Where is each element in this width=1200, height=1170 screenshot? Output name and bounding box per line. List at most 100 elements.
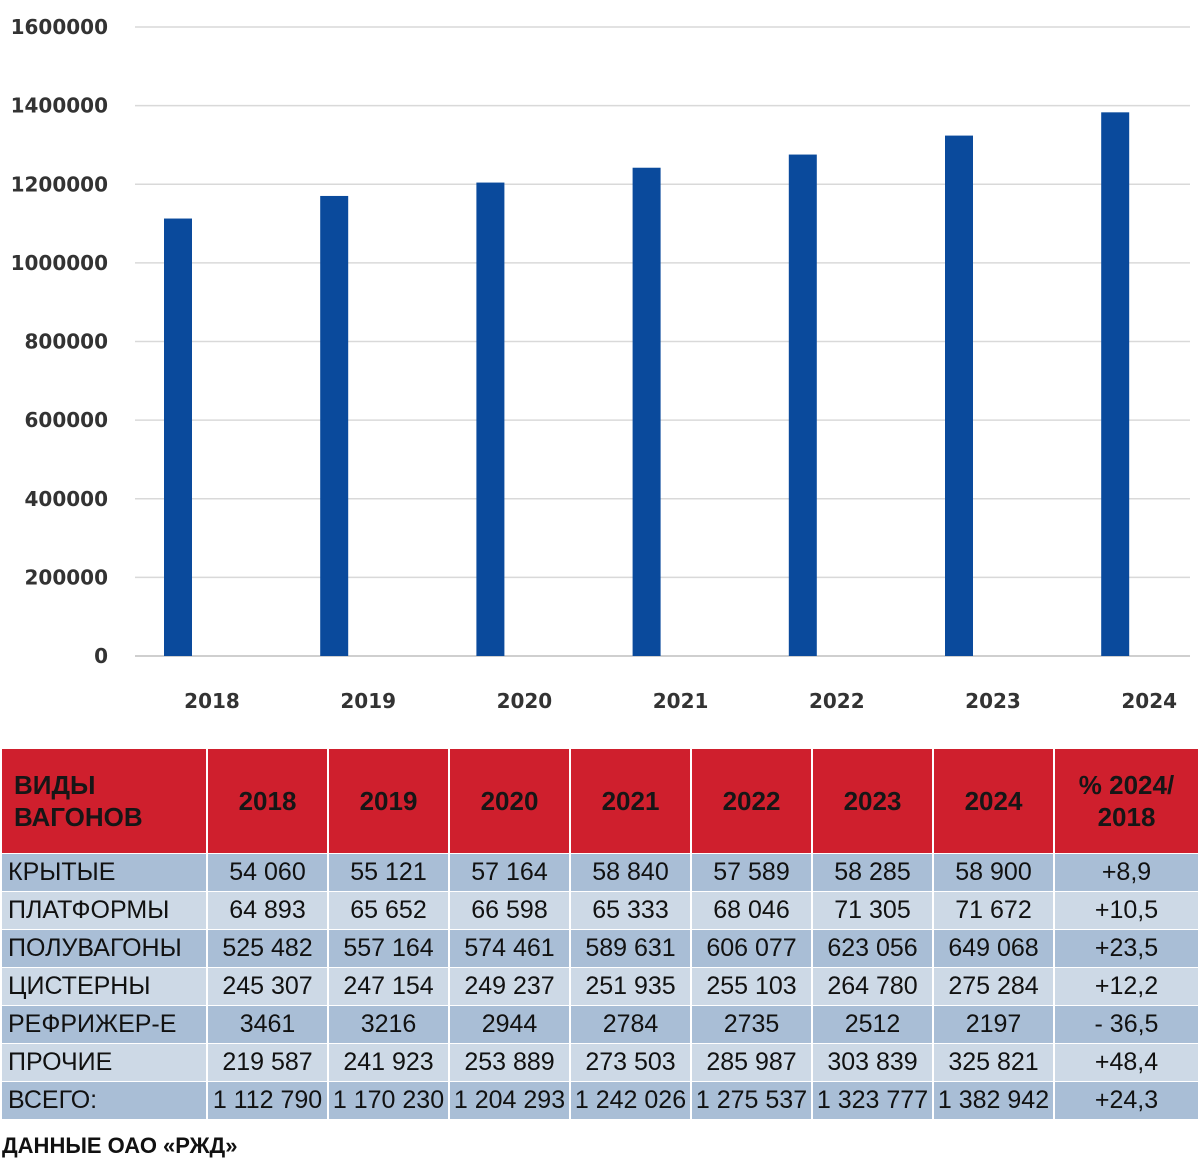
value-cell: 1 242 026 <box>570 1081 692 1119</box>
value-cell: 574 461 <box>449 929 571 968</box>
table-row: ВСЕГО: 1 112 790 1 170 230 1 204 293 1 242 0… <box>2 1081 1198 1119</box>
bar-2019 <box>320 195 349 656</box>
header-2019: 2019 <box>328 749 450 854</box>
value-cell: 1 204 293 <box>449 1081 571 1119</box>
table-row: РЕФРИЖЕР-Е 3461 3216 2944 2784 2735 2512 2197- … <box>2 1005 1198 1044</box>
value-cell: 1 112 790 <box>207 1081 329 1119</box>
value-cell: 66 598 <box>449 891 571 930</box>
y-tick-label: 1600000 <box>11 15 108 39</box>
header-2022: 2022 <box>691 749 813 854</box>
table-header-row: ВИДЫ ВАГОНОВ 2018 2019 2020 2021 2022 20… <box>2 749 1198 854</box>
source-note: ДАННЫЕ ОАО «РЖД» <box>2 1133 238 1158</box>
value-cell: 264 780 <box>812 967 934 1006</box>
value-cell: 2735 <box>691 1005 813 1044</box>
value-cell: 606 077 <box>691 929 813 968</box>
table-row: ПОЛУВАГОНЫ 525 482 557 164 574 461 589 631 60… <box>2 929 1198 968</box>
table-row: КРЫТЫЕ 54 060 55 121 57 164 58 840 57 589 58 2… <box>2 853 1198 892</box>
y-tick-label: 800000 <box>25 330 109 354</box>
percent-cell: +23,5 <box>1054 929 1198 968</box>
row-label: ВСЕГО: <box>2 1081 208 1119</box>
value-cell: 245 307 <box>207 967 329 1006</box>
header-2024: 2024 <box>933 749 1055 854</box>
bar-2024 <box>1101 112 1130 656</box>
value-cell: 649 068 <box>933 929 1055 968</box>
value-cell: 623 056 <box>812 929 934 968</box>
table-row: ЦИСТЕРНЫ 245 307 247 154 249 237 251 935 255 … <box>2 967 1198 1006</box>
value-cell: 249 237 <box>449 967 571 1006</box>
y-tick-label: 1200000 <box>11 172 108 196</box>
value-cell: 1 323 777 <box>812 1081 934 1119</box>
y-tick-label: 200000 <box>25 565 109 589</box>
y-tick-label: 0 <box>94 644 108 668</box>
value-cell: 219 587 <box>207 1043 329 1082</box>
value-cell: 1 382 942 <box>933 1081 1055 1119</box>
x-tick-label: 2019 <box>340 689 396 713</box>
y-tick-label: 1400000 <box>11 94 108 118</box>
value-cell: 64 893 <box>207 891 329 930</box>
bar-2023 <box>945 135 973 657</box>
value-cell: 275 284 <box>933 967 1055 1006</box>
row-label: ПОЛУВАГОНЫ <box>2 929 208 968</box>
value-cell: 58 840 <box>570 853 692 892</box>
bar-2018 <box>164 218 192 656</box>
value-cell: 1 275 537 <box>691 1081 813 1119</box>
bar-2022 <box>788 154 817 657</box>
value-cell: 2512 <box>812 1005 934 1044</box>
value-cell: 65 333 <box>570 891 692 930</box>
value-cell: 285 987 <box>691 1043 813 1082</box>
value-cell: 3216 <box>328 1005 450 1044</box>
value-cell: 255 103 <box>691 967 813 1006</box>
table-row: ПЛАТФОРМЫ 64 893 65 652 66 598 65 333 68 046 7… <box>2 891 1198 930</box>
row-label: ПЛАТФОРМЫ <box>2 891 208 930</box>
value-cell: 325 821 <box>933 1043 1055 1082</box>
bar-chart: 0 200000 400000 600000 800000 1000000 1200000 1… <box>11 15 1190 713</box>
x-tick-label: 2022 <box>809 689 865 713</box>
value-cell: 273 503 <box>570 1043 692 1082</box>
value-cell: 2197 <box>933 1005 1055 1044</box>
header-2023: 2023 <box>812 749 934 854</box>
x-tick-label: 2024 <box>1121 689 1177 713</box>
y-tick-label: 400000 <box>25 487 109 511</box>
bar-2020 <box>476 182 505 656</box>
percent-cell: +8,9 <box>1054 853 1198 892</box>
header-wagon-types: ВИДЫ ВАГОНОВ <box>2 749 208 854</box>
value-cell: 54 060 <box>207 853 329 892</box>
x-tick-label: 2021 <box>653 689 709 713</box>
x-tick-label: 2023 <box>965 689 1021 713</box>
value-cell: 2784 <box>570 1005 692 1044</box>
value-cell: 3461 <box>207 1005 329 1044</box>
y-tick-label: 1000000 <box>11 251 108 275</box>
value-cell: 525 482 <box>207 929 329 968</box>
header-2021: 2021 <box>570 749 692 854</box>
value-cell: 57 589 <box>691 853 813 892</box>
row-label: ЦИСТЕРНЫ <box>2 967 208 1006</box>
header-2020: 2020 <box>449 749 571 854</box>
row-label: КРЫТЫЕ <box>2 853 208 892</box>
value-cell: 247 154 <box>328 967 450 1006</box>
value-cell: 253 889 <box>449 1043 571 1082</box>
x-tick-label: 2020 <box>497 689 553 713</box>
value-cell: 2944 <box>449 1005 571 1044</box>
value-cell: 71 305 <box>812 891 934 930</box>
value-cell: 71 672 <box>933 891 1055 930</box>
header-2018: 2018 <box>207 749 329 854</box>
percent-cell: +12,2 <box>1054 967 1198 1006</box>
percent-cell: - 36,5 <box>1054 1005 1198 1044</box>
percent-cell: +24,3 <box>1054 1081 1198 1119</box>
header-percent-change: % 2024/ 2018 <box>1054 749 1198 854</box>
value-cell: 55 121 <box>328 853 450 892</box>
value-cell: 303 839 <box>812 1043 934 1082</box>
value-cell: 241 923 <box>328 1043 450 1082</box>
bar-2021 <box>632 167 661 657</box>
value-cell: 251 935 <box>570 967 692 1006</box>
row-label: ПРОЧИЕ <box>2 1043 208 1082</box>
row-label: РЕФРИЖЕР-Е <box>2 1005 208 1044</box>
value-cell: 589 631 <box>570 929 692 968</box>
y-tick-label: 600000 <box>25 408 109 432</box>
value-cell: 58 285 <box>812 853 934 892</box>
percent-cell: +48,4 <box>1054 1043 1198 1082</box>
x-tick-label: 2018 <box>184 689 240 713</box>
value-cell: 65 652 <box>328 891 450 930</box>
value-cell: 557 164 <box>328 929 450 968</box>
percent-cell: +10,5 <box>1054 891 1198 930</box>
